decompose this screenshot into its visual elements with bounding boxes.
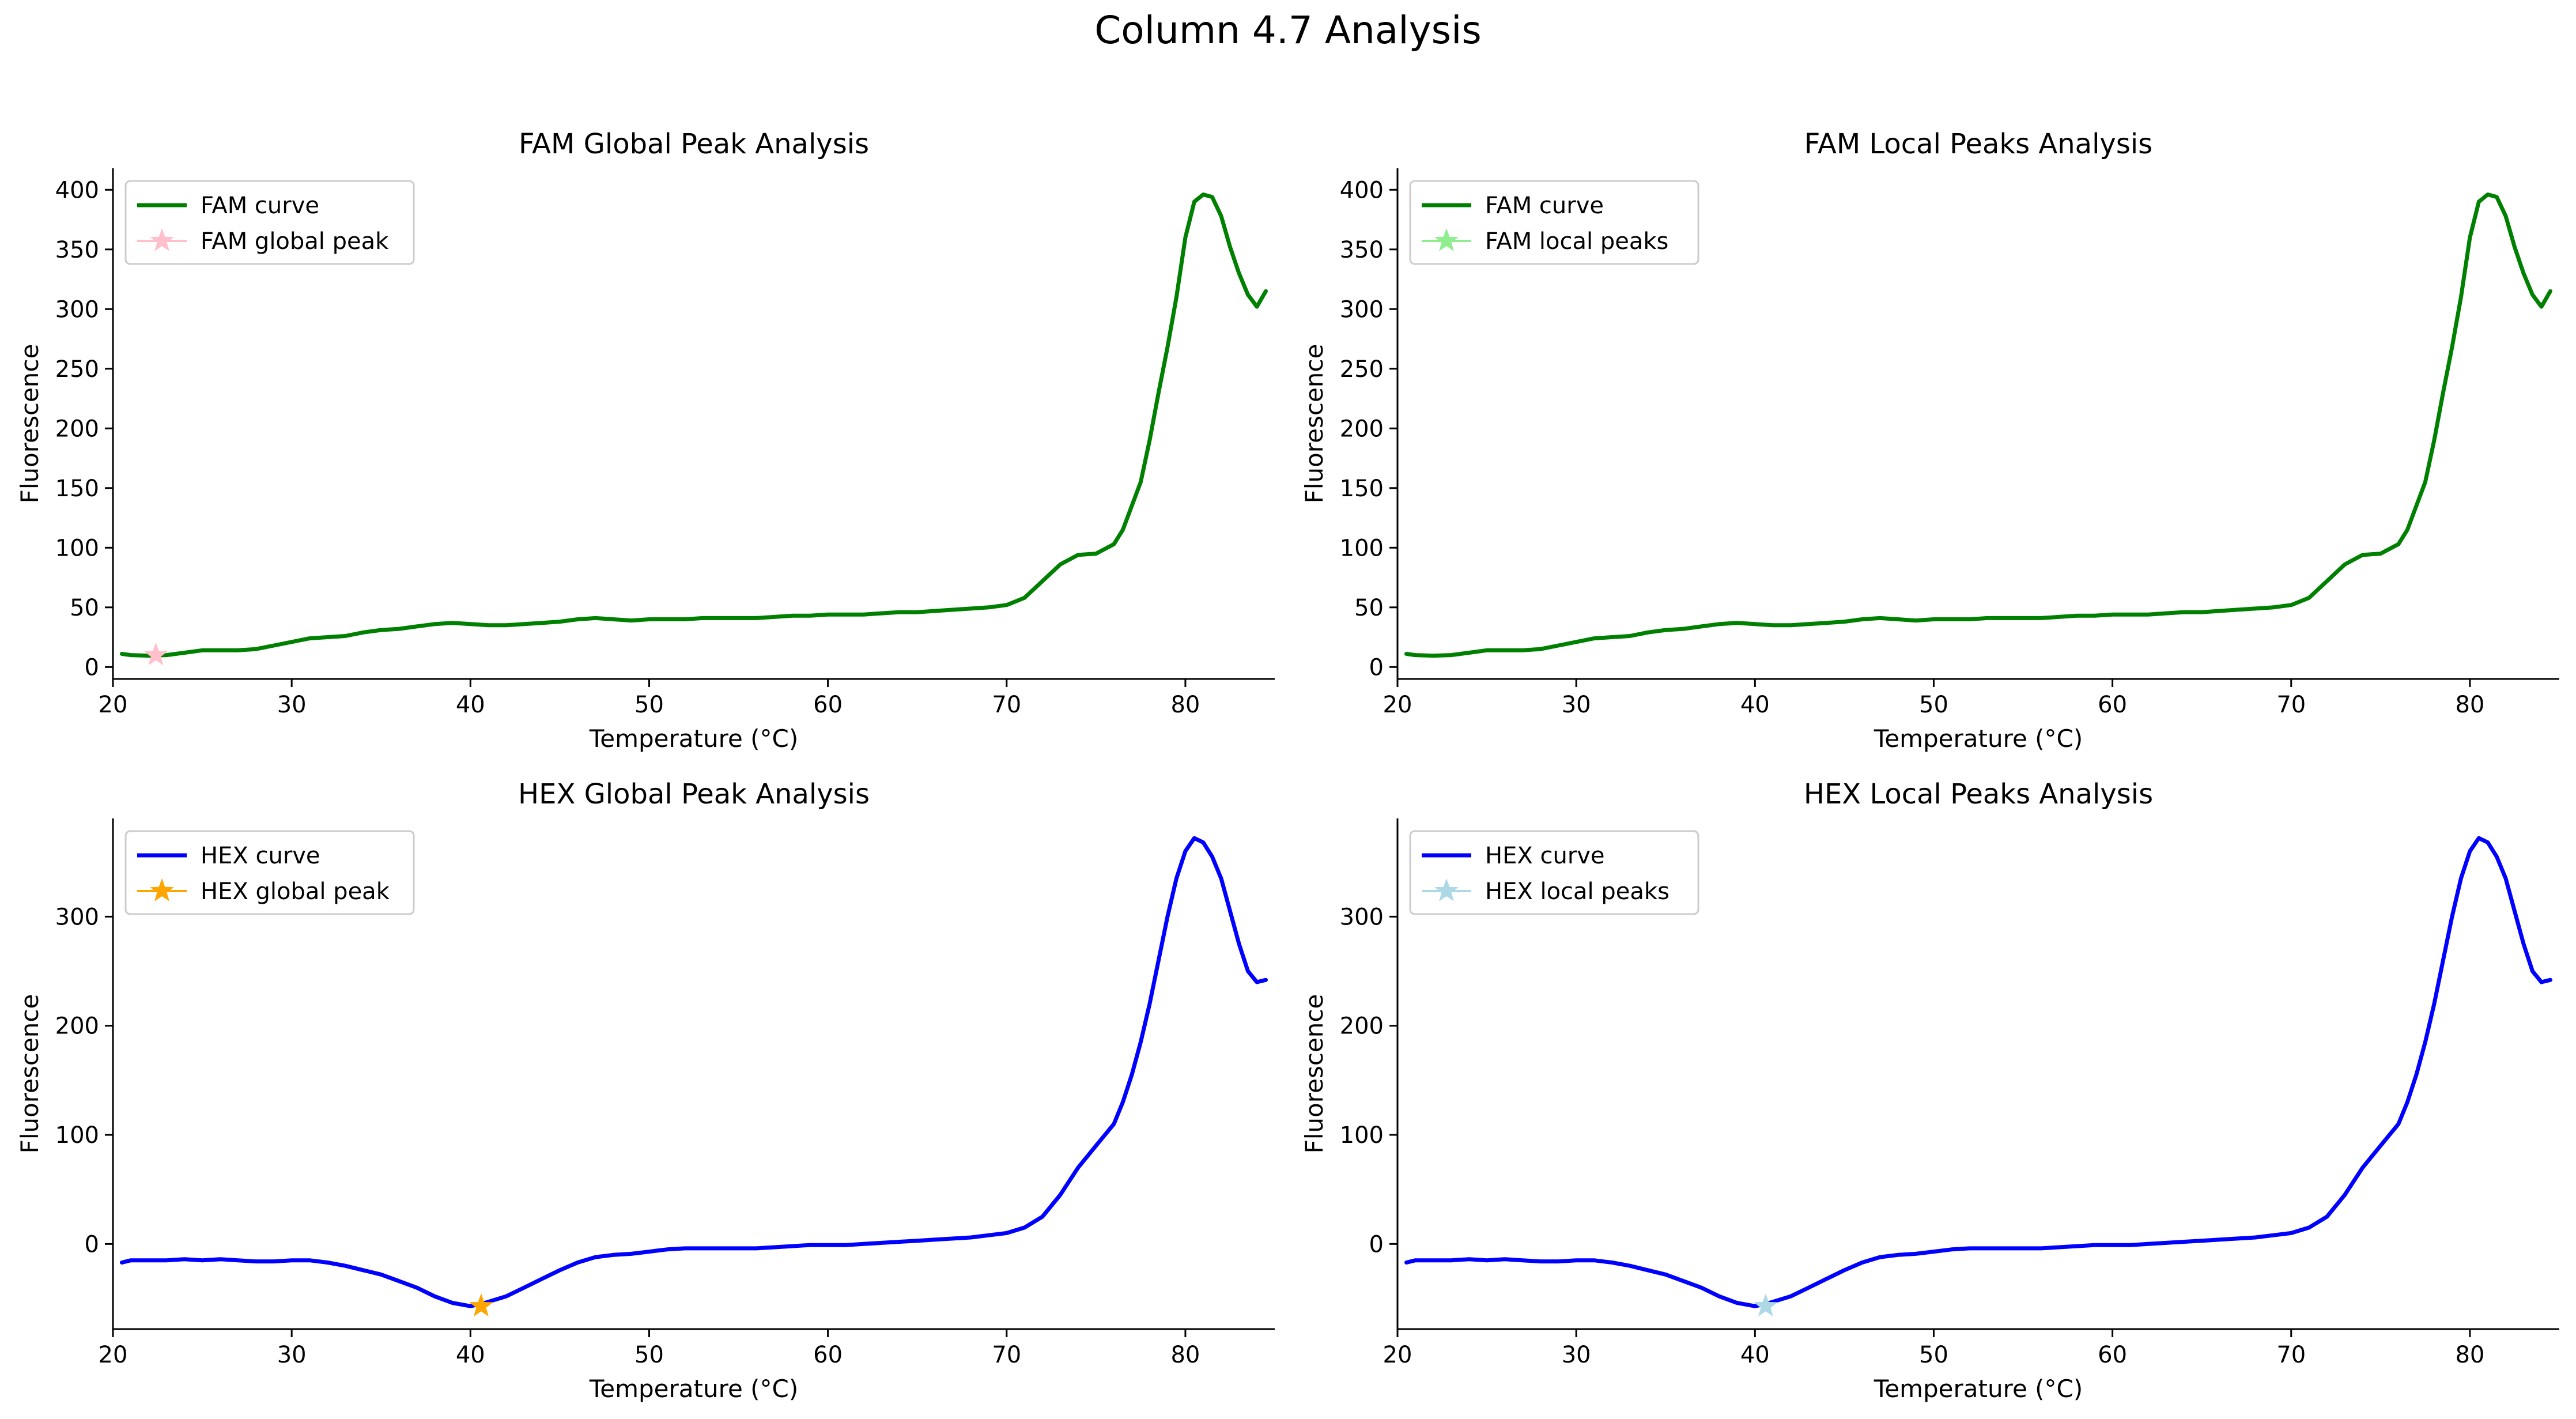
peak-star-marker	[469, 1293, 493, 1316]
x-axis-label: Temperature (°C)	[1874, 1375, 2083, 1403]
x-tick-label: 60	[2098, 692, 2127, 718]
y-tick-label: 50	[70, 595, 99, 621]
y-tick-label: 100	[55, 535, 99, 561]
y-tick-label: 350	[55, 237, 99, 263]
series-line	[120, 836, 1268, 1308]
y-tick-label: 200	[1340, 416, 1384, 442]
legend-box	[124, 180, 415, 265]
x-tick-label: 80	[1170, 1342, 1200, 1368]
x-tick-label: 40	[1740, 692, 1770, 718]
y-tick-label: 350	[1340, 237, 1384, 263]
x-tick-label: 80	[2455, 692, 2484, 718]
y-tick-label: 0	[85, 654, 99, 681]
x-axis-label: Temperature (°C)	[589, 724, 799, 753]
legend-star-icon	[1434, 228, 1459, 251]
x-tick-label: 30	[1562, 1342, 1591, 1368]
x-tick-label: 70	[992, 1342, 1021, 1368]
legend-entry-label: FAM local peaks	[1485, 228, 1668, 255]
y-tick-label: 400	[1340, 177, 1384, 203]
legend-box	[124, 830, 415, 915]
chart-panel-1: FAM Global Peak Analysis 20 30 40 50 60 70 80 0 5…	[16, 128, 1275, 753]
y-tick-label: 300	[55, 296, 99, 323]
x-tick-label: 80	[2455, 1342, 2484, 1368]
x-tick-label: 40	[1740, 1342, 1770, 1368]
x-tick-label: 70	[2276, 692, 2306, 718]
y-axis-label: Fluorescence	[16, 344, 44, 504]
chart-title: FAM Local Peaks Analysis	[1804, 128, 2152, 160]
chart-title: HEX Global Peak Analysis	[518, 778, 870, 810]
chart-panel-4: HEX Local Peaks Analysis 20 30 40 50 60 70 80 0 1…	[1300, 778, 2559, 1403]
x-tick-label: 40	[456, 1342, 485, 1368]
y-tick-label: 100	[55, 1122, 99, 1149]
chart-title: FAM Global Peak Analysis	[519, 128, 869, 160]
x-tick-label: 50	[1919, 692, 1948, 718]
y-tick-label: 200	[1340, 1013, 1384, 1040]
legend-star-icon	[150, 228, 174, 251]
y-tick-label: 400	[55, 177, 99, 203]
y-tick-label: 200	[55, 416, 99, 442]
series-line	[1404, 836, 2552, 1308]
legend: HEX curve HEX local peaks	[1409, 830, 1699, 915]
x-tick-label: 20	[99, 1342, 128, 1368]
legend-box	[1409, 180, 1699, 265]
legend-star-icon	[150, 878, 174, 901]
x-tick-label: 20	[99, 692, 128, 718]
x-tick-label: 50	[634, 692, 664, 718]
x-tick-label: 60	[2098, 1342, 2127, 1368]
legend-entry-label: HEX curve	[201, 843, 320, 869]
legend-entry-label: HEX global peak	[201, 878, 390, 905]
legend-entry-label: HEX local peaks	[1485, 878, 1670, 905]
chart-panel-2: FAM Local Peaks Analysis 20 30 40 50 60 70 80 0 5…	[1300, 128, 2559, 753]
y-tick-label: 200	[55, 1013, 99, 1040]
y-tick-label: 250	[55, 356, 99, 383]
y-tick-label: 0	[1369, 1231, 1384, 1258]
x-axis-label: Temperature (°C)	[1874, 724, 2083, 753]
x-tick-label: 30	[277, 1342, 307, 1368]
y-axis-label: Fluorescence	[1300, 344, 1328, 504]
x-tick-label: 30	[1562, 692, 1591, 718]
legend-entry-label: HEX curve	[1485, 843, 1605, 869]
legend-entry-label: FAM curve	[1485, 193, 1604, 219]
legend: FAM curve FAM local peaks	[1409, 180, 1699, 265]
y-tick-label: 250	[1340, 356, 1384, 383]
y-tick-label: 0	[1369, 654, 1384, 681]
x-tick-label: 50	[634, 1342, 664, 1368]
y-tick-label: 50	[1354, 595, 1384, 621]
x-tick-label: 50	[1919, 1342, 1948, 1368]
legend-box	[1409, 830, 1699, 915]
series-line	[120, 193, 1268, 658]
x-tick-label: 70	[2276, 1342, 2306, 1368]
y-tick-label: 150	[55, 475, 99, 502]
y-tick-label: 300	[1340, 904, 1384, 930]
series-line	[1404, 193, 2552, 658]
x-tick-label: 20	[1383, 692, 1412, 718]
y-tick-label: 150	[1340, 475, 1384, 502]
chart-title: HEX Local Peaks Analysis	[1804, 778, 2153, 810]
chart-panel-3: HEX Global Peak Analysis 20 30 40 50 60 70 80 0 1…	[16, 778, 1275, 1403]
x-tick-label: 20	[1383, 1342, 1412, 1368]
y-tick-label: 100	[1340, 1122, 1384, 1149]
y-tick-label: 300	[1340, 296, 1384, 323]
y-tick-label: 100	[1340, 535, 1384, 561]
legend-entry-label: FAM curve	[201, 193, 319, 219]
x-tick-label: 60	[813, 692, 843, 718]
x-tick-label: 30	[277, 692, 307, 718]
legend-star-icon	[1434, 878, 1459, 901]
y-axis-label: Fluorescence	[1300, 994, 1328, 1154]
x-axis-label: Temperature (°C)	[589, 1375, 799, 1403]
peak-star-marker	[1754, 1293, 1778, 1316]
figure-title: Column 4.7 Analysis	[1094, 8, 1482, 52]
peak-star-marker	[143, 642, 168, 666]
legend: HEX curve HEX global peak	[124, 830, 415, 915]
x-tick-label: 60	[813, 1342, 843, 1368]
x-tick-label: 40	[456, 692, 485, 718]
y-tick-label: 300	[55, 904, 99, 930]
x-tick-label: 70	[992, 692, 1021, 718]
legend-entry-label: FAM global peak	[201, 228, 389, 255]
y-tick-label: 0	[85, 1231, 99, 1258]
y-axis-label: Fluorescence	[16, 994, 44, 1154]
x-tick-label: 80	[1170, 692, 1200, 718]
legend: FAM curve FAM global peak	[124, 180, 415, 265]
